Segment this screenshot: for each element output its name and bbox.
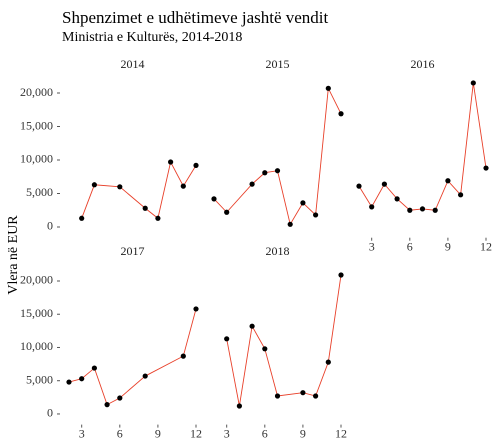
data-point [224,336,230,342]
x-tick-label: 6 [407,239,413,253]
y-tick-label: 0 [47,219,53,233]
data-point [369,204,375,210]
data-point [470,80,476,86]
chart-subtitle: Ministria e Kulturës, 2014-2018 [62,30,242,45]
data-point [419,206,426,212]
data-point [325,85,331,91]
data-point [79,376,85,382]
y-tick-label: 5,000 [26,372,53,386]
data-point [338,272,344,278]
data-point [313,212,319,218]
data-point [313,393,319,399]
data-point [483,165,489,171]
x-tick-label: 9 [155,426,161,440]
facet-title: 2014 [121,57,145,71]
data-point [445,178,451,184]
data-point [338,111,344,117]
data-point [407,207,413,213]
data-point [142,373,148,379]
data-point [249,323,255,329]
x-tick-label: 12 [190,426,202,440]
x-tick-label: 6 [117,426,123,440]
data-point [79,215,85,221]
data-point [168,159,174,165]
data-point [211,196,217,202]
data-point [274,168,281,174]
data-point [91,182,97,188]
y-axis-label: Vlera në EUR [6,215,21,295]
data-point [104,402,110,408]
data-point [155,215,161,221]
y-tick-label: 15,000 [20,118,53,132]
data-point [432,207,438,213]
y-tick-label: 20,000 [20,85,53,99]
data-point [236,403,242,409]
data-point [300,390,306,396]
data-point [117,184,123,190]
series-line [81,160,197,220]
x-tick-label: 9 [445,239,451,253]
facet-title: 2018 [266,244,290,258]
data-point [180,353,186,359]
data-point [193,306,199,312]
data-point [458,192,464,198]
y-tick-label: 10,000 [20,152,53,166]
data-point [287,221,293,227]
facet-title: 2017 [121,244,145,258]
x-tick-label: 3 [224,426,230,440]
data-point [262,170,268,176]
data-point [66,379,72,385]
facet-title: 2016 [411,57,435,71]
y-tick-label: 5,000 [26,185,53,199]
data-point [325,359,331,365]
series-line [68,308,197,406]
data-point [394,196,400,202]
data-point [180,183,186,189]
x-tick-label: 9 [300,426,306,440]
series-line [358,82,487,211]
x-tick-label: 6 [262,426,268,440]
data-point [274,393,281,399]
data-point [381,181,387,187]
data-point [249,181,255,187]
data-point [356,183,362,189]
data-point [224,209,230,215]
x-tick-label: 3 [79,426,85,440]
data-point [117,395,123,401]
data-point [142,205,148,211]
data-point [262,346,268,352]
series-line [213,86,342,226]
y-tick-label: 15,000 [20,306,53,320]
facet-title: 2015 [266,57,290,71]
x-tick-label: 12 [335,426,347,440]
y-tick-label: 10,000 [20,339,53,353]
y-tick-label: 20,000 [20,273,53,287]
data-point [193,162,199,168]
y-tick-label: 0 [47,406,53,420]
data-point [300,200,306,206]
chart-title: Shpenzimet e udhëtimeve jashtë vendit [62,8,329,27]
x-tick-label: 12 [480,239,492,253]
series-line [226,274,342,407]
data-point [91,365,97,371]
x-tick-label: 3 [369,239,375,253]
